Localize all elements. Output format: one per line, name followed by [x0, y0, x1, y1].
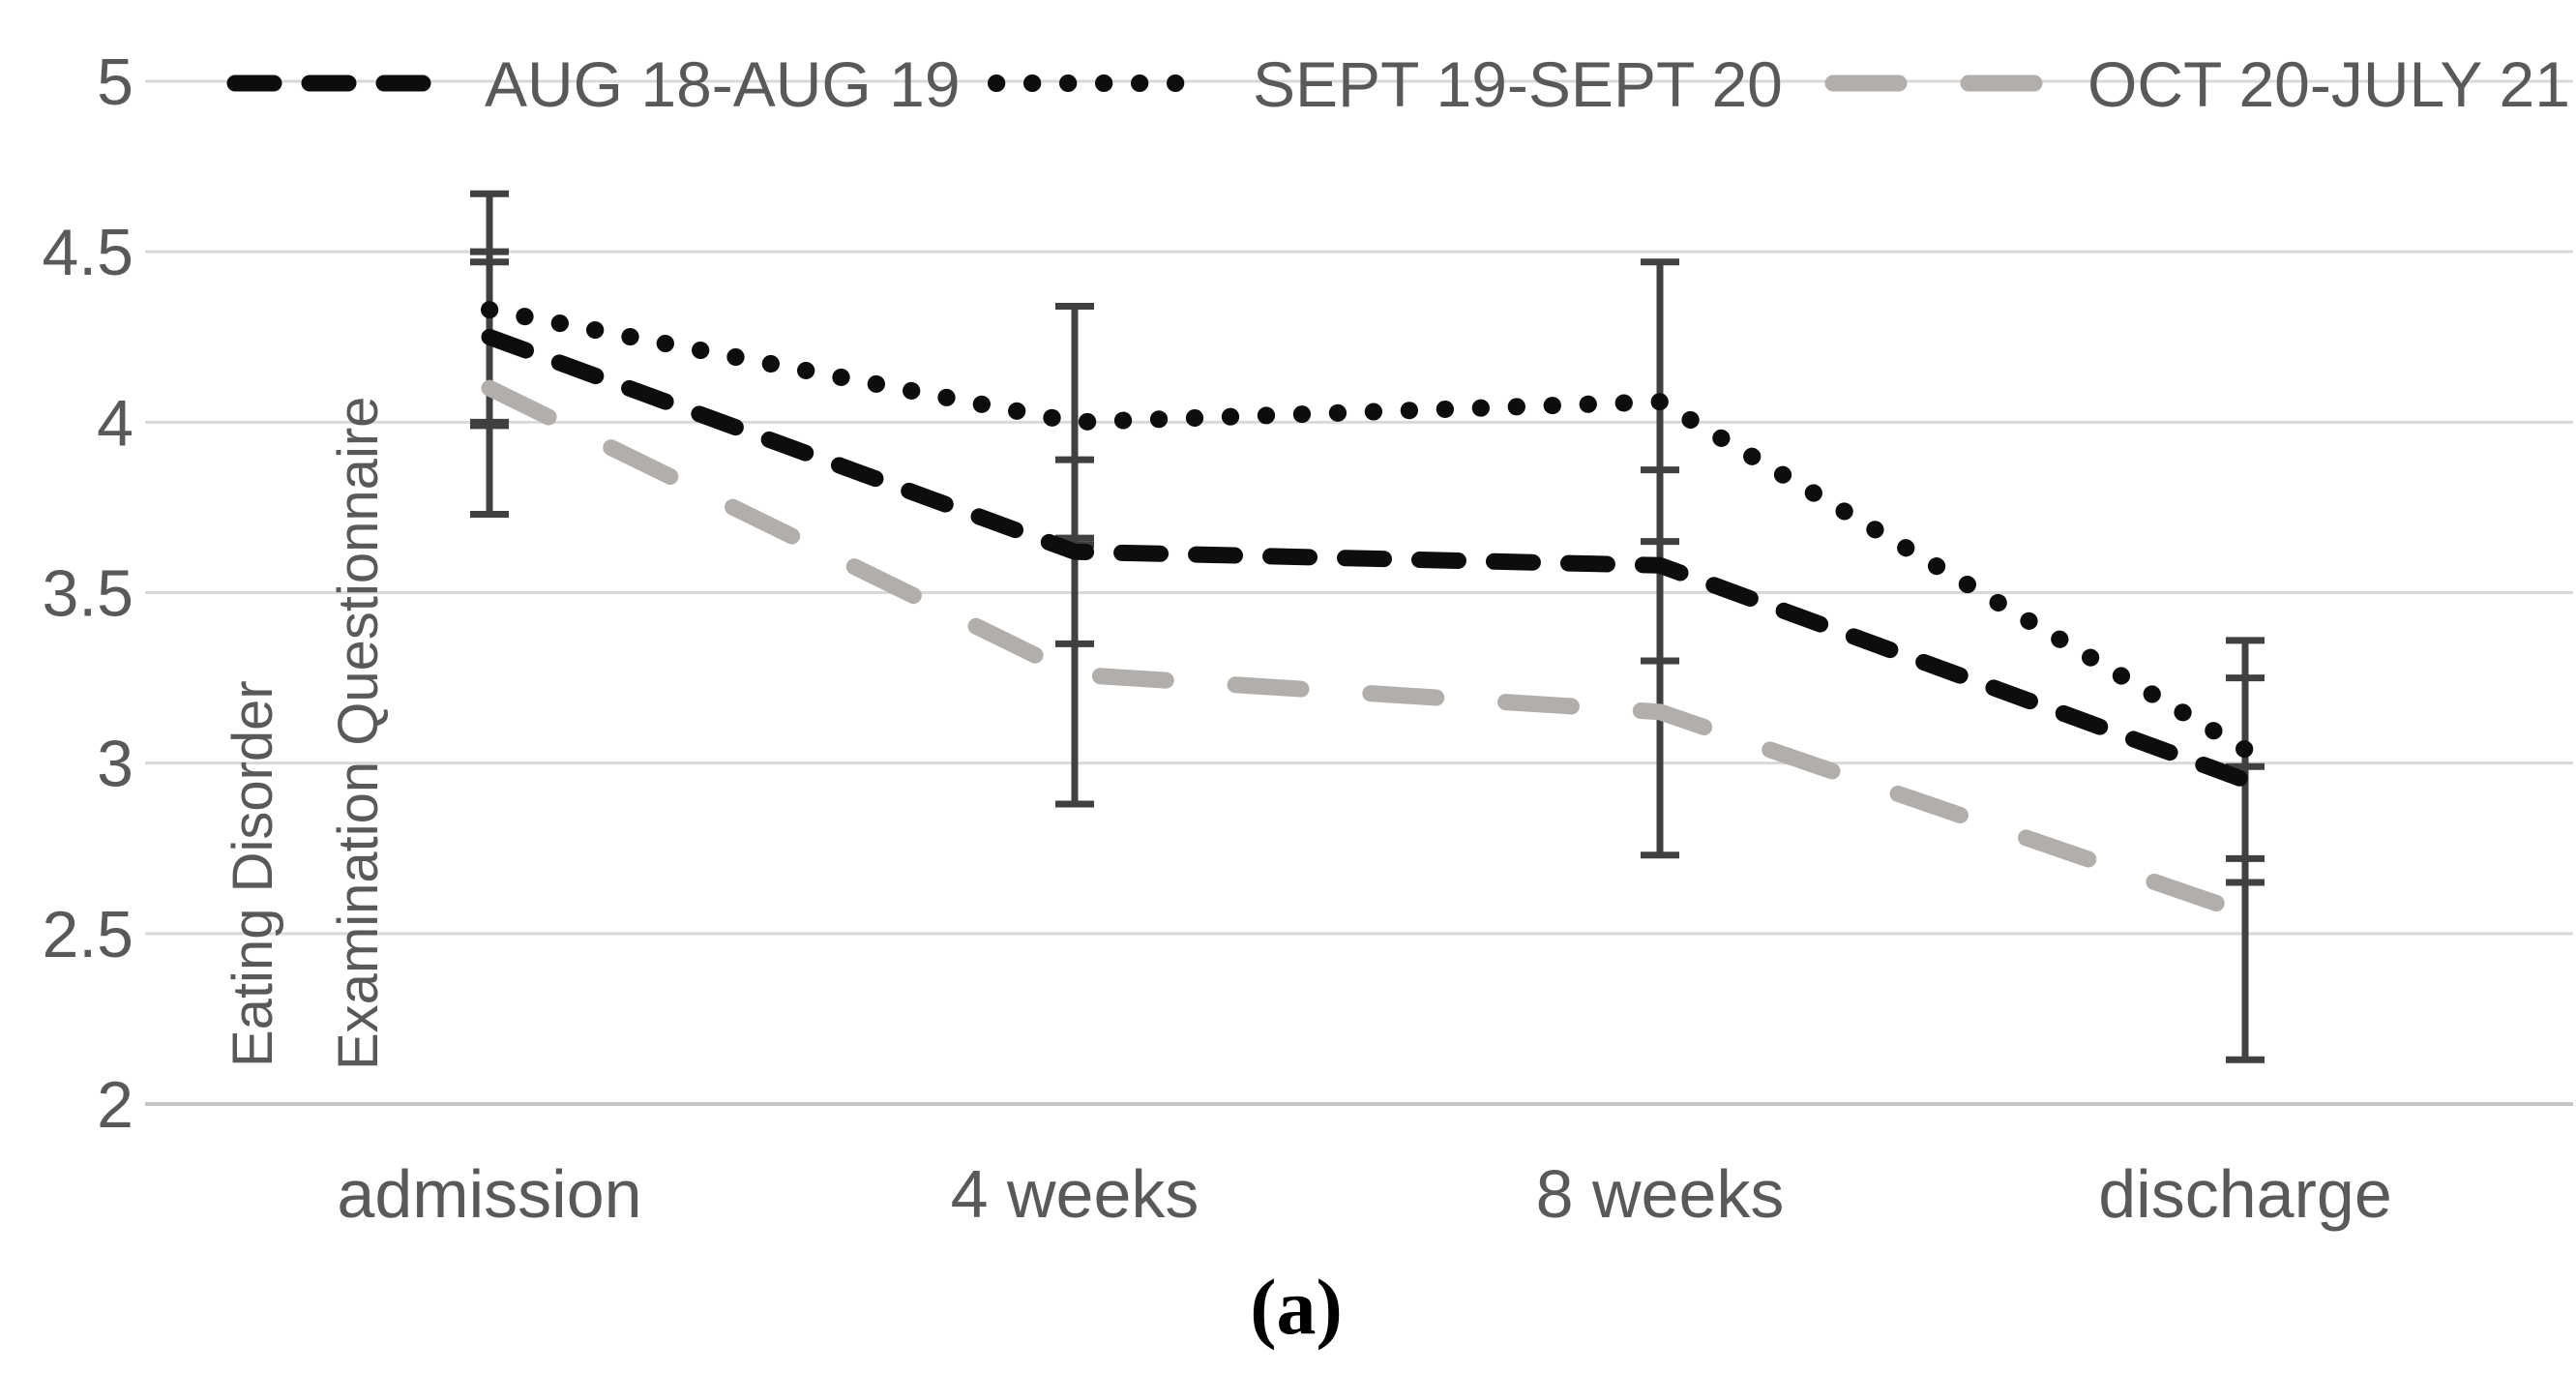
y-tick-label: 3.5	[42, 557, 133, 631]
y-tick-label: 5	[97, 45, 133, 119]
legend-item: SEPT 19-SEPT 20	[988, 48, 1783, 120]
series-line-sept19	[481, 301, 2254, 759]
legend-item: AUG 18-AUG 19	[226, 48, 961, 120]
series-lines	[481, 301, 2254, 922]
legend-label: OCT 20-JULY 21	[2087, 48, 2570, 120]
y-tick-label: 2.5	[42, 898, 133, 971]
y-tick-label: 3	[97, 728, 133, 801]
error-bar	[1055, 541, 1094, 808]
figure-caption: (a)	[1250, 1263, 1343, 1351]
error-bars	[470, 190, 2265, 1063]
x-category-label: discharge	[2098, 1156, 2392, 1232]
series-line-oct20	[481, 379, 2254, 922]
legend-label: SEPT 19-SEPT 20	[1253, 48, 1783, 120]
y-axis-title-line2: Examination Questionnaire	[327, 397, 390, 1070]
legend-item: OCT 20-JULY 21	[1824, 48, 2570, 120]
legend: AUG 18-AUG 19 SEPT 19-SEPT 20 OCT 20-JULY …	[226, 48, 2570, 120]
error-bar	[1055, 303, 1094, 542]
gridlines	[145, 79, 2573, 1106]
y-axis-tick-labels: 5 4.5 4 3.5 3 2.5 2	[42, 45, 133, 1142]
x-category-label: 4 weeks	[951, 1156, 1199, 1232]
y-tick-label: 4.5	[42, 216, 133, 289]
y-axis-title-line1: Eating Disorder	[222, 680, 284, 1067]
legend-label: AUG 18-AUG 19	[485, 48, 961, 120]
series-line-aug18	[481, 328, 2254, 789]
error-bar	[2226, 762, 2265, 1063]
x-axis-category-labels: admission 4 weeks 8 weeks discharge	[337, 1156, 2391, 1232]
x-category-label: 8 weeks	[1536, 1156, 1785, 1232]
y-tick-label: 2	[97, 1068, 133, 1142]
y-tick-label: 4	[97, 386, 133, 460]
x-category-label: admission	[337, 1156, 641, 1232]
